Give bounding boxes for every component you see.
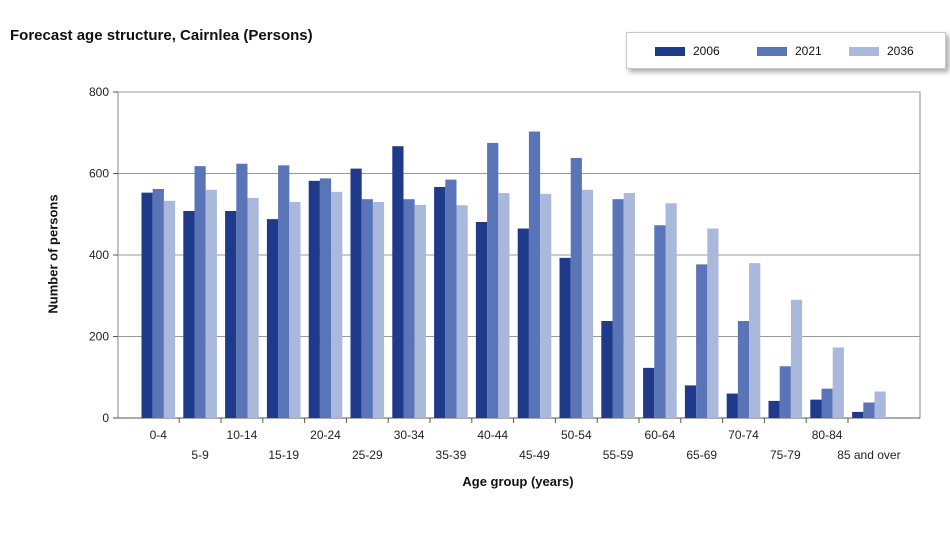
bar-2021-65-69: [696, 264, 708, 418]
y-tick-label: 200: [89, 330, 109, 344]
legend-swatch-2006: [655, 46, 685, 56]
legend-item-2036: 2036: [849, 44, 914, 58]
bar-2021-25-29: [361, 199, 373, 418]
bar-2021-35-39: [445, 179, 457, 418]
legend-label-2006: 2006: [693, 44, 720, 58]
bar-2036-85-and-over: [874, 391, 886, 418]
bar-2036-40-44: [498, 193, 510, 418]
bar-2021-80-84: [821, 388, 833, 418]
x-tick-label: 85 and over: [837, 448, 900, 462]
x-tick-label: 0-4: [150, 428, 168, 442]
bar-2021-40-44: [487, 142, 499, 418]
bar-2006-65-69: [684, 385, 697, 418]
legend-label-2021: 2021: [795, 44, 822, 58]
chart-title: Forecast age structure, Cairnlea (Person…: [10, 27, 313, 44]
bar-2036-15-19: [289, 202, 301, 418]
bar-2006-5-9: [183, 210, 195, 418]
bar-2006-20-24: [308, 180, 320, 418]
bar-2021-75-79: [779, 366, 791, 418]
bar-2021-60-64: [654, 225, 666, 418]
x-tick-label: 40-44: [477, 428, 508, 442]
bar-2006-15-19: [266, 219, 279, 418]
x-tick-label: 35-39: [436, 448, 467, 462]
legend-item-2021: 2021: [757, 44, 822, 58]
x-tick-label: 60-64: [645, 428, 676, 442]
x-tick-label: 55-59: [603, 448, 634, 462]
bar-2006-50-54: [559, 257, 571, 418]
bar-2021-30-34: [403, 199, 415, 418]
bar-2036-10-14: [247, 197, 259, 418]
bar-2006-35-39: [434, 186, 446, 418]
legend-item-2006: 2006: [655, 44, 720, 58]
x-tick-label: 20-24: [310, 428, 341, 442]
bar-2006-85-and-over: [852, 411, 864, 418]
x-tick-label: 80-84: [812, 428, 843, 442]
bar-2036-50-54: [581, 189, 594, 418]
bar-2021-10-14: [236, 163, 248, 418]
bar-2021-5-9: [194, 166, 206, 418]
bar-2021-85-and-over: [863, 402, 875, 418]
bar-2036-60-64: [665, 203, 677, 418]
bar-2006-25-29: [350, 168, 362, 418]
bar-2036-45-49: [540, 193, 552, 418]
bar-2036-35-39: [456, 205, 468, 418]
bar-2036-0-4: [163, 200, 176, 418]
bar-2006-0-4: [141, 192, 153, 418]
bar-2036-5-9: [205, 189, 217, 418]
bar-2006-10-14: [225, 210, 237, 418]
bar-2021-70-74: [737, 321, 750, 418]
x-tick-label: 15-19: [268, 448, 299, 462]
bar-2036-65-69: [707, 228, 719, 418]
x-axis-label: Age group (years): [462, 474, 574, 489]
x-tick-label: 25-29: [352, 448, 383, 462]
bar-2021-50-54: [570, 158, 582, 418]
bar-2006-80-84: [810, 399, 822, 418]
bar-2021-45-49: [528, 131, 541, 418]
bar-2036-25-29: [372, 202, 385, 418]
bar-2036-55-59: [623, 193, 635, 418]
bar-2036-80-84: [832, 347, 844, 418]
bar-2006-30-34: [392, 146, 404, 418]
bar-2006-70-74: [726, 393, 738, 418]
bar-2021-20-24: [319, 178, 332, 418]
bar-2021-15-19: [278, 165, 290, 418]
x-tick-label: 5-9: [191, 448, 209, 462]
legend: 2006 2021 2036: [626, 32, 946, 69]
bar-2006-40-44: [475, 221, 488, 418]
bar-2036-20-24: [331, 191, 343, 418]
x-tick-label: 65-69: [686, 448, 717, 462]
legend-swatch-2036: [849, 46, 879, 56]
bar-2036-30-34: [414, 204, 426, 418]
x-tick-label: 45-49: [519, 448, 550, 462]
bar-2036-70-74: [749, 263, 761, 418]
legend-label-2036: 2036: [887, 44, 914, 58]
y-axis-label: Number of persons: [45, 194, 61, 314]
bar-2006-60-64: [643, 367, 655, 418]
bar-2021-0-4: [152, 188, 164, 418]
legend-swatch-2021: [757, 46, 787, 56]
x-tick-label: 70-74: [728, 428, 759, 442]
y-tick-label: 400: [89, 248, 109, 262]
bar-2006-55-59: [601, 321, 613, 418]
x-tick-label: 30-34: [394, 428, 425, 442]
x-tick-label: 10-14: [227, 428, 258, 442]
y-tick-label: 800: [89, 85, 109, 99]
y-tick-label: 600: [89, 167, 109, 181]
bar-2006-45-49: [517, 228, 529, 418]
bar-2006-75-79: [768, 400, 780, 418]
bar-2021-55-59: [612, 199, 624, 418]
bar-2036-75-79: [790, 299, 803, 418]
y-tick-label: 0: [102, 411, 109, 425]
x-tick-label: 50-54: [561, 428, 592, 442]
x-tick-label: 75-79: [770, 448, 801, 462]
